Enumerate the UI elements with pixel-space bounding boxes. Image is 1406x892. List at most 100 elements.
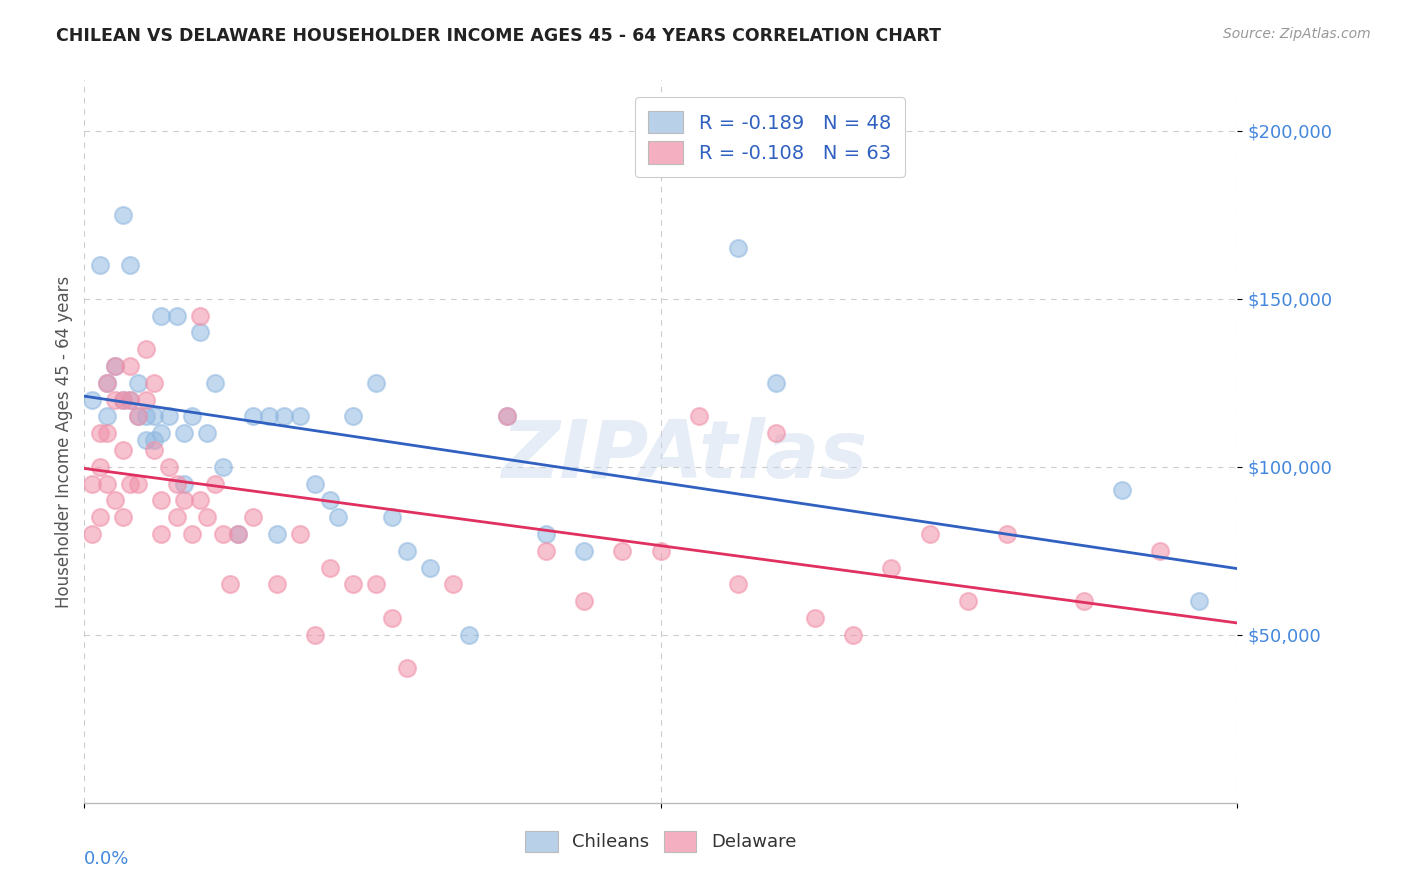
Point [957,594,980,608]
Point [181,527,204,541]
Point [496,409,519,424]
Point [242,510,264,524]
Point [342,409,364,424]
Point [89,510,111,524]
Point [173,476,195,491]
Point [89,426,111,441]
Point [319,493,342,508]
Point [150,493,173,508]
Point [381,510,404,524]
Point [995,527,1018,541]
Point [142,376,165,390]
Point [127,409,149,424]
Point [304,476,326,491]
Point [457,628,479,642]
Point [150,309,173,323]
Point [242,409,264,424]
Point [127,476,149,491]
Point [366,577,388,591]
Point [441,577,464,591]
Point [188,326,211,340]
Point [181,409,204,424]
Point [173,426,195,441]
Point [257,409,280,424]
Point [120,359,142,373]
Point [765,426,787,441]
Point [612,543,634,558]
Point [1149,543,1171,558]
Point [273,409,295,424]
Point [135,433,157,447]
Point [127,409,149,424]
Point [727,241,749,255]
Point [195,510,218,524]
Point [211,527,233,541]
Point [650,543,672,558]
Text: ZIPAtlas: ZIPAtlas [501,417,868,495]
Point [842,628,865,642]
Text: Source: ZipAtlas.com: Source: ZipAtlas.com [1223,27,1371,41]
Point [80,476,103,491]
Point [120,392,142,407]
Point [96,476,118,491]
Point [288,409,311,424]
Point [104,392,127,407]
Point [142,442,165,457]
Point [135,409,157,424]
Point [120,258,142,272]
Point [204,376,226,390]
Point [111,510,134,524]
Point [918,527,941,541]
Point [572,543,595,558]
Point [120,392,142,407]
Point [166,476,188,491]
Point [396,661,419,675]
Point [1073,594,1095,608]
Point [1188,594,1211,608]
Point [120,476,142,491]
Point [80,527,103,541]
Point [266,527,288,541]
Point [188,309,211,323]
Point [765,376,787,390]
Text: CHILEAN VS DELAWARE HOUSEHOLDER INCOME AGES 45 - 64 YEARS CORRELATION CHART: CHILEAN VS DELAWARE HOUSEHOLDER INCOME A… [56,27,941,45]
Point [157,459,180,474]
Point [319,560,342,574]
Point [1111,483,1133,498]
Point [204,476,226,491]
Point [366,376,388,390]
Point [219,577,242,591]
Point [396,543,419,558]
Point [111,392,134,407]
Point [127,376,149,390]
Point [96,426,118,441]
Point [381,611,404,625]
Point [727,577,749,591]
Point [104,493,127,508]
Point [89,459,111,474]
Point [496,409,519,424]
Point [211,459,233,474]
Y-axis label: Householder Income Ages 45 - 64 years: Householder Income Ages 45 - 64 years [55,276,73,607]
Point [419,560,441,574]
Point [188,493,211,508]
Point [880,560,903,574]
Point [111,208,134,222]
Point [166,510,188,524]
Point [173,493,195,508]
Point [96,409,118,424]
Point [326,510,349,524]
Point [150,426,173,441]
Point [166,309,188,323]
Point [96,376,118,390]
Point [135,392,157,407]
Point [89,258,111,272]
Point [195,426,218,441]
Point [96,376,118,390]
Point [572,594,595,608]
Point [80,392,103,407]
Legend: Chileans, Delaware: Chileans, Delaware [519,823,803,859]
Point [135,342,157,356]
Point [111,392,134,407]
Point [803,611,825,625]
